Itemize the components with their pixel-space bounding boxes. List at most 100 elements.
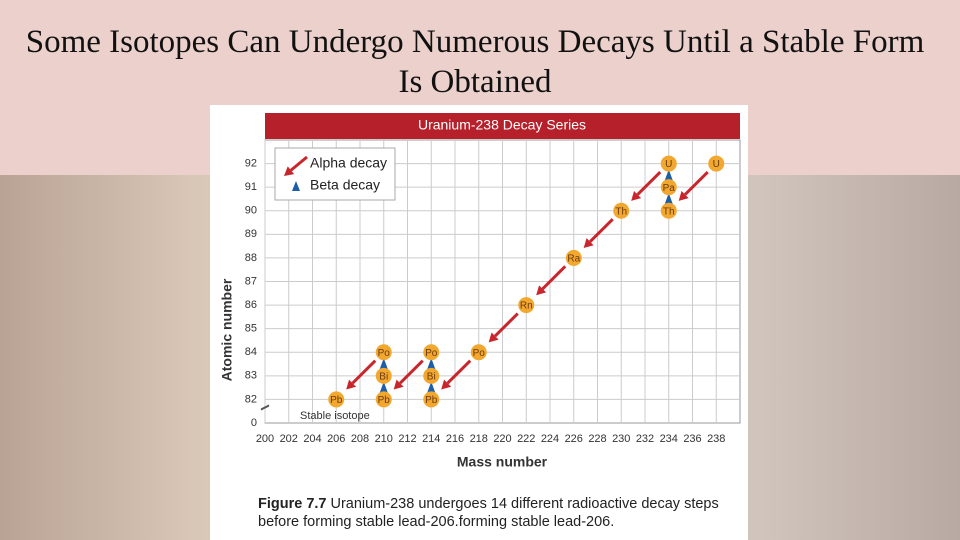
x-tick-label: 234 [660, 433, 678, 445]
y-tick-label: 92 [245, 157, 257, 169]
y-axis-label: Atomic number [219, 278, 235, 381]
nuclide-label: U [665, 159, 672, 170]
y-tick-label: 90 [245, 205, 257, 217]
x-tick-label: 226 [565, 433, 583, 445]
nuclide [375, 344, 392, 361]
y-tick-label: 87 [245, 275, 257, 287]
nuclide [565, 249, 582, 266]
nuclide [423, 367, 440, 384]
y-tick-label: 83 [245, 370, 257, 382]
alpha-arrow-head [536, 285, 547, 296]
y-tick-label: 84 [245, 346, 257, 358]
caption-label: Figure 7.7 [258, 496, 327, 512]
nuclide-label: Ra [567, 254, 580, 265]
nuclide-label: U [713, 159, 720, 170]
nuclide [660, 155, 677, 172]
nuclide [375, 367, 392, 384]
x-tick-label: 222 [517, 433, 535, 445]
legend-box [274, 147, 396, 201]
nuclide-label: Po [425, 348, 438, 359]
x-tick-label: 228 [588, 433, 606, 445]
alpha-arrow-head [441, 379, 452, 390]
x-tick-label: 200 [256, 433, 274, 445]
legend-beta-symbol [292, 181, 300, 191]
nuclide-label: Bi [379, 371, 388, 382]
nuclide-label: Pa [663, 183, 676, 194]
y-tick-label: 82 [245, 393, 257, 405]
alpha-arrow [684, 170, 709, 196]
nuclide [470, 344, 487, 361]
y-tick-label: 0 [251, 417, 257, 429]
figure: Uranium-238 Decay Series Atomic number M… [210, 105, 748, 540]
y-tick-label: 89 [245, 228, 257, 240]
x-tick-label: 206 [327, 433, 345, 445]
x-axis-label: Mass number [457, 454, 548, 470]
nuclide [423, 391, 440, 408]
legend-alpha-symbol-head [284, 166, 295, 176]
nuclide-label: Rn [520, 301, 533, 312]
alpha-arrow [351, 359, 377, 385]
x-tick-label: 218 [470, 433, 488, 445]
beta-arrow [379, 358, 388, 370]
legend-alpha-symbol [289, 155, 308, 172]
legend: Alpha decay Beta decay [274, 147, 396, 201]
caption: Figure 7.7 Uranium-238 undergoes 14 diffe… [258, 495, 738, 531]
nuclide [423, 344, 440, 361]
alpha-arrow [636, 170, 662, 196]
y-tick-label: 88 [245, 252, 257, 264]
nuclide-label: Po [473, 348, 486, 359]
x-tick-label: 208 [351, 433, 369, 445]
nuclide [660, 202, 677, 219]
alpha-arrow [399, 359, 424, 385]
alpha-arrow [541, 265, 567, 290]
alpha-arrow-head [393, 379, 404, 390]
nuclide-label: Pb [330, 395, 343, 406]
nuclide [375, 391, 392, 408]
x-tick-label: 202 [280, 433, 298, 445]
alpha-arrow [589, 218, 614, 243]
beta-arrow [664, 192, 673, 204]
nuclide [613, 202, 630, 219]
x-tick-label: 224 [541, 433, 559, 445]
alpha-arrow-head [583, 238, 594, 249]
x-tick-label: 236 [683, 433, 701, 445]
legend-label: Beta decay [310, 177, 380, 193]
nuclide-label: Po [378, 348, 391, 359]
axis-break [260, 404, 270, 411]
nuclide [660, 179, 677, 196]
slide-title: Some Isotopes Can Undergo Numerous Decay… [25, 24, 925, 100]
nuclide-label: Th [615, 206, 627, 217]
alpha-arrow [446, 359, 472, 385]
x-tick-label: 210 [375, 433, 393, 445]
legend-label: Alpha decay [310, 155, 387, 171]
alpha-arrow-head [678, 190, 689, 201]
nuclide-label: Pb [425, 395, 438, 406]
y-tick-label: 85 [245, 323, 257, 335]
alpha-arrow-head [631, 190, 642, 201]
beta-arrow [379, 381, 388, 393]
alpha-arrow-head [488, 332, 499, 343]
chart: Uranium-238 Decay Series Atomic number M… [219, 113, 741, 470]
x-tick-label: 238 [707, 433, 725, 445]
x-tick-label: 212 [398, 433, 416, 445]
alpha-arrow-head [346, 379, 357, 390]
nuclide-label: Th [663, 206, 675, 217]
annotation: Stable isotope [300, 410, 370, 422]
caption-text: Uranium-238 undergoes 14 different radio… [258, 496, 719, 530]
alpha-arrow [494, 312, 519, 338]
nuclide [708, 155, 725, 172]
x-tick-label: 220 [493, 433, 511, 445]
y-tick-label: 86 [245, 299, 257, 311]
x-tick-label: 214 [422, 433, 440, 445]
beta-arrow [427, 358, 436, 370]
title-bar [265, 113, 740, 139]
y-tick-label: 91 [245, 181, 257, 193]
nuclide [518, 297, 535, 314]
nuclide-label: Bi [427, 371, 436, 382]
beta-arrow [664, 169, 673, 181]
x-tick-label: 232 [636, 433, 654, 445]
nuclide-label: Pb [378, 395, 391, 406]
x-tick-label: 216 [446, 433, 464, 445]
chart-title: Uranium-238 Decay Series [418, 117, 586, 133]
